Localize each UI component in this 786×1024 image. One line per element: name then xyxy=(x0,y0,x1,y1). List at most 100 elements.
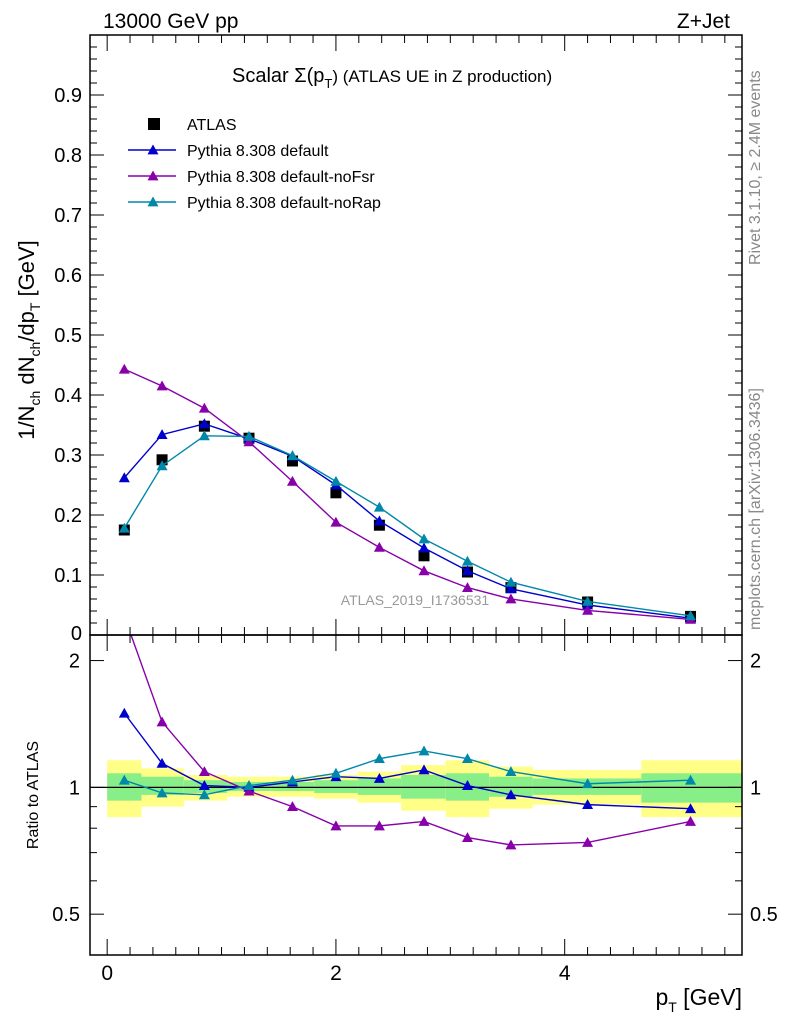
legend-marker xyxy=(147,144,159,155)
ratio-point-1 xyxy=(243,785,255,796)
main-y-tick-label: 0.3 xyxy=(54,445,82,467)
ratio-point-1 xyxy=(286,801,298,812)
ratio-point-2 xyxy=(582,778,594,789)
series-point-1 xyxy=(156,429,168,439)
series-point-2 xyxy=(418,565,430,576)
main-y-tick-label: 0.5 xyxy=(54,325,82,347)
ratio-point-0 xyxy=(373,772,385,783)
series-point-3 xyxy=(198,430,210,441)
ratio-point-2 xyxy=(156,787,168,798)
ratio-point-1 xyxy=(198,766,210,777)
ratio-y-tick-label-right: 2 xyxy=(750,651,761,673)
x-tick-label: 0 xyxy=(101,962,113,985)
ratio-point-2 xyxy=(198,789,210,800)
series-point-3 xyxy=(505,576,517,587)
series-point-1 xyxy=(461,565,473,576)
main-y-tick-label: 0.2 xyxy=(54,505,82,527)
ratio-point-2 xyxy=(286,774,298,785)
ratio-y-axis-label: Ratio to ATLAS xyxy=(25,741,42,849)
legend-label: ATLAS xyxy=(187,117,237,134)
ratio-point-1 xyxy=(156,716,168,727)
ratio-point-1 xyxy=(119,611,130,621)
ratio-y-tick-label: 1 xyxy=(69,777,80,799)
rivet-label: Rivet 3.1.10, ≥ 2.4M events xyxy=(747,70,764,265)
ratio-point-1 xyxy=(685,815,697,826)
process-label: Z+Jet xyxy=(677,10,730,33)
mcplots-label: mcplots.cern.ch [arXiv:1306.3436] xyxy=(747,388,764,630)
atlas-data-point xyxy=(286,455,298,467)
series-point-2 xyxy=(582,604,594,615)
main-y-tick-label: 0.7 xyxy=(54,205,82,227)
energy-label: 13000 GeV pp xyxy=(103,10,238,33)
ratio-point-0 xyxy=(685,803,697,814)
ratio-point-2 xyxy=(461,753,473,764)
atlas-data-point xyxy=(418,550,430,562)
series-point-3 xyxy=(461,555,473,566)
main-y-tick-label: 0.8 xyxy=(54,145,82,167)
ratio-point-2 xyxy=(373,753,385,764)
main-y-tick-label-zero: 0 xyxy=(71,623,82,645)
series-point-3 xyxy=(286,450,298,460)
legend-marker-atlas xyxy=(148,118,160,130)
series-point-1 xyxy=(418,542,430,553)
series-point-3 xyxy=(685,610,697,621)
legend-marker xyxy=(147,170,159,181)
ratio-point-2 xyxy=(685,774,697,785)
series-point-2 xyxy=(505,593,517,604)
ratio-point-2 xyxy=(505,766,517,777)
ratio-band-inner xyxy=(314,780,358,793)
ratio-y-tick-label: 2 xyxy=(69,651,80,673)
ratio-point-0 xyxy=(156,757,168,768)
series-point-2 xyxy=(373,541,385,552)
series-point-2 xyxy=(330,516,342,527)
ratio-point-0 xyxy=(461,780,473,790)
main-y-tick-label: 0.4 xyxy=(54,385,82,407)
series-point-1 xyxy=(505,583,517,594)
ratio-point-1 xyxy=(330,820,342,831)
main-y-axis-label: 1/Nch dNch/dpT [GeV] xyxy=(14,240,43,440)
series-point-2 xyxy=(156,380,168,391)
series-line-2 xyxy=(124,368,691,621)
main-y-tick-label: 0.6 xyxy=(54,265,82,287)
ratio-line-0 xyxy=(123,712,691,810)
ratio-plot-frame xyxy=(89,634,743,956)
ratio-point-0 xyxy=(505,789,517,800)
series-point-2 xyxy=(118,363,130,374)
atlas-data-point xyxy=(330,487,342,499)
ratio-band-inner xyxy=(270,781,315,792)
ratio-point-1 xyxy=(373,820,385,831)
ratio-point-2 xyxy=(330,767,342,778)
ratio-band-inner xyxy=(141,776,184,795)
ratio-line-1 xyxy=(130,635,691,846)
x-tick-label: 4 xyxy=(559,962,571,985)
ratio-point-1 xyxy=(461,832,473,842)
legend-label: Pythia 8.308 default-noFsr xyxy=(187,169,375,186)
analysis-watermark: ATLAS_2019_I1736531 xyxy=(341,592,490,608)
series-point-1 xyxy=(118,472,130,483)
series-line-3 xyxy=(123,435,691,617)
ratio-point-2 xyxy=(118,774,130,785)
legend-label: Pythia 8.308 default-noRap xyxy=(187,195,381,212)
ratio-point-0 xyxy=(418,764,430,775)
ratio-point-0 xyxy=(198,780,210,790)
ratio-point-2 xyxy=(418,745,430,756)
ratio-point-1 xyxy=(418,815,430,826)
plot-title: Scalar Σ(pT) (ATLAS UE in Z production) xyxy=(232,65,552,91)
ratio-point-2 xyxy=(243,780,255,790)
series-point-3 xyxy=(118,522,130,533)
main-y-tick-label: 0.9 xyxy=(54,85,82,107)
ratio-point-1 xyxy=(582,836,594,847)
series-point-3 xyxy=(373,501,385,512)
ratio-point-0 xyxy=(118,707,130,718)
x-axis-label: pT [GeV] xyxy=(655,984,742,1015)
x-tick-label: 2 xyxy=(330,962,342,985)
ratio-band-inner xyxy=(357,778,402,795)
series-point-2 xyxy=(286,475,298,486)
ratio-line-2 xyxy=(124,750,691,796)
series-point-3 xyxy=(418,533,430,544)
ratio-point-0 xyxy=(582,799,594,810)
series-point-3 xyxy=(330,475,342,486)
series-point-1 xyxy=(373,515,385,526)
atlas-data-point xyxy=(156,454,168,466)
